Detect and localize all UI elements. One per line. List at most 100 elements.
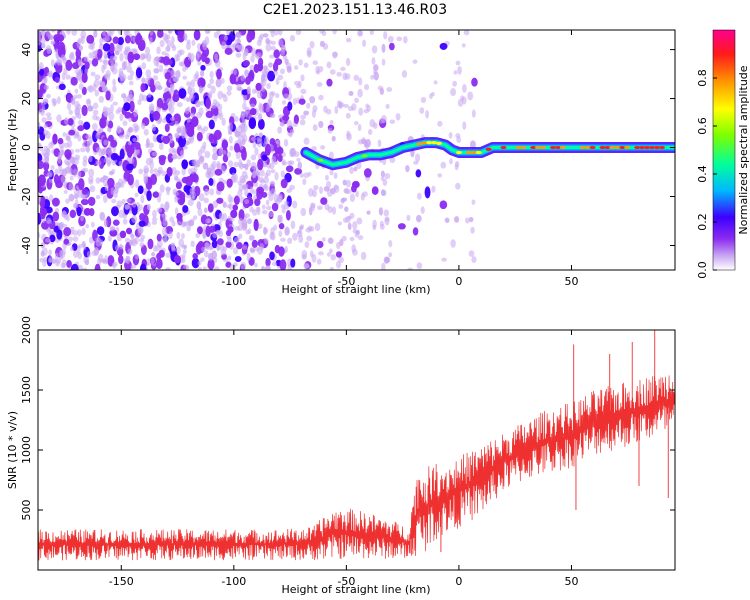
spectrogram-signal-peak [554,145,561,150]
spectrogram-noise-cell [241,148,247,161]
spectrogram-noise-cell [244,199,250,205]
spectrogram-noise-cell [81,104,88,117]
spectrogram-noise-cell [78,61,83,67]
spectrogram-noise-cell [457,65,462,75]
spectrogram-noise-cell [424,186,431,199]
snr-series-line [38,375,675,561]
spectrogram-y-label: Frequency (Hz) [6,109,19,192]
spectrogram-noise-cell [298,59,303,66]
spectrogram-noise-cell [461,43,466,48]
spectrogram-noise-cell [84,61,90,70]
spectrogram-noise-cell [88,52,93,59]
spectrogram-noise-cell [271,155,277,164]
spectrogram-noise-cell [181,167,186,176]
spectrogram-noise-cell [412,59,418,64]
spectrogram-noise-cell [77,119,84,126]
spectrogram-noise-cell [57,222,64,231]
spectrogram-noise-cell [119,148,125,160]
snr-y-tick-label: 1500 [20,376,33,404]
spectrogram-noise-cell [383,209,390,217]
spectrogram-noise-cell [309,40,315,49]
spectrogram-noise-cell [130,233,135,239]
spectrogram-noise-cell [183,264,188,270]
spectrogram-noise-cell [277,154,283,162]
spectrogram-noise-cell [207,203,214,213]
spectrogram-noise-cell [308,206,313,216]
spectrogram-noise-cell [112,262,117,269]
spectrogram-noise-cell [157,169,162,175]
spectrogram-noise-cell [214,58,221,68]
spectrogram-noise-cell [249,235,255,241]
spectrogram-noise-cell [187,168,193,175]
spectrogram-noise-cell [338,204,344,209]
spectrogram-noise-cell [156,252,162,260]
spectrogram-noise-cell [38,232,41,239]
spectrogram-noise-cell [56,114,62,123]
spectrogram-noise-cell [94,263,101,270]
spectrogram-noise-cell [166,186,171,196]
spectrogram-noise-cell [168,105,175,114]
spectrogram-noise-cell [143,128,149,136]
spectrogram-noise-cell [238,233,243,240]
spectrogram-noise-cell [209,188,215,196]
spectrogram-noise-cell [306,235,313,242]
spectrogram-noise-cell [195,53,200,62]
spectrogram-noise-cell [355,190,360,198]
spectrogram-noise-cell [396,36,403,42]
spectrogram-noise-cell [228,122,234,131]
spectrogram-noise-cell [395,113,401,121]
spectrogram-noise-cell [41,117,47,123]
spectrogram-noise-cell [249,30,256,40]
spectrogram-noise-cell [65,161,71,166]
spectrogram-noise-cell [337,221,343,226]
spectrogram-noise-cell [158,142,164,151]
spectrogram-noise-cell [352,181,360,188]
spectrogram-noise-cell [83,207,92,216]
spectrogram-noise-cell [416,262,423,270]
spectrogram-signal-peak [584,145,591,150]
spectrogram-noise-cell [260,265,266,270]
spectrogram-noise-cell [70,263,79,270]
spectrogram-noise-cell [280,237,286,242]
spectrogram-noise-cell [328,248,333,254]
spectrogram-noise-cell [119,52,124,62]
spectrogram-noise-cell [211,239,218,249]
spectrogram-noise-cell [234,131,241,137]
spectrogram-noise-cell [285,165,294,173]
spectrogram-noise-cell [235,52,242,58]
spectrogram-noise-cell [299,172,304,179]
spectrogram-noise-cell [265,205,272,211]
spectrogram-noise-cell [96,48,103,59]
spectrogram-noise-cell [244,188,249,197]
spectrogram-noise-cell [347,106,354,112]
spectrogram-noise-cell [138,168,144,175]
spectrogram-noise-cell [294,168,303,175]
spectrogram-noise-cell [270,45,276,51]
colorbar-tick-label: 0.8 [696,69,709,87]
spectrogram-noise-cell [228,135,233,144]
spectrogram-noise-cell [237,86,243,92]
spectrogram-noise-cell [367,129,373,136]
spectrogram-noise-cell [357,139,364,145]
spectrogram-noise-cell [268,97,273,104]
spectrogram-noise-cell [220,249,227,256]
spectrogram-noise-cell [282,100,287,105]
snr-x-tick-label: -100 [221,575,246,588]
snr-y-tick-label: 500 [20,500,33,521]
spectrogram-noise-cell [58,151,63,160]
spectrogram-noise-cell [45,30,51,37]
spectrogram-noise-cell [65,136,71,141]
spectrogram-noise-cell [127,173,134,186]
spectrogram-noise-cell [62,132,67,138]
spectrogram-noise-cell [180,150,185,156]
spectrogram-noise-cell [312,105,318,113]
spectrogram-noise-cell [178,238,185,248]
spectrogram-noise-cell [242,60,251,67]
spectrogram-noise-cell [149,108,154,114]
snr-x-tick-label: 50 [564,575,578,588]
spectrogram-noise-cell [65,30,71,35]
spectrogram-noise-cell [52,211,60,222]
spectrogram-noise-cell [265,143,271,156]
spectrogram-signal-peak [376,153,383,157]
spectrogram-noise-cell [269,181,276,187]
